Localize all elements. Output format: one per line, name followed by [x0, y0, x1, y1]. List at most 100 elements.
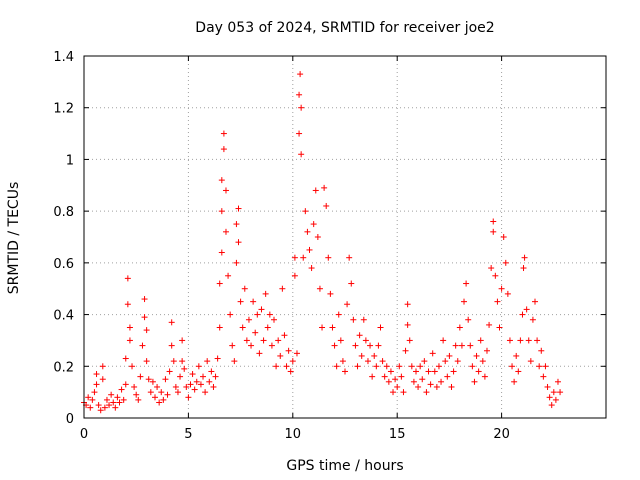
data-point [557, 389, 564, 396]
data-point [517, 337, 524, 344]
data-point [193, 378, 200, 385]
data-point [467, 342, 474, 349]
data-point [93, 381, 100, 388]
data-point [296, 91, 303, 98]
data-point [435, 363, 442, 370]
data-point [164, 391, 171, 398]
data-point [354, 363, 361, 370]
data-point [534, 337, 541, 344]
data-point [446, 352, 453, 359]
data-point [406, 337, 413, 344]
data-point [220, 130, 227, 137]
data-point [529, 316, 536, 323]
data-point [419, 376, 426, 383]
data-point [122, 381, 129, 388]
data-point [329, 324, 336, 331]
data-point [352, 342, 359, 349]
data-point [465, 316, 472, 323]
data-point [235, 205, 242, 212]
data-point [297, 71, 304, 78]
data-point [540, 373, 547, 380]
data-point [450, 368, 457, 375]
data-point [362, 337, 369, 344]
data-point [254, 311, 261, 318]
data-point [147, 389, 154, 396]
data-point [350, 316, 357, 323]
data-point [233, 221, 240, 228]
data-point [483, 347, 490, 354]
data-point [544, 383, 551, 390]
data-point [216, 324, 223, 331]
y-tick-label: 0.8 [53, 205, 74, 220]
data-point [344, 301, 351, 308]
data-point [400, 389, 407, 396]
data-point [454, 358, 461, 365]
data-point [473, 352, 480, 359]
data-point [390, 389, 397, 396]
data-point [106, 402, 113, 409]
data-point [456, 324, 463, 331]
data-point [346, 254, 353, 261]
data-point [222, 187, 229, 194]
data-point [509, 363, 516, 370]
data-point [250, 298, 257, 305]
data-point [166, 368, 173, 375]
x-axis-label: GPS time / hours [286, 458, 403, 474]
data-point [222, 228, 229, 235]
data-point [264, 324, 271, 331]
data-point [513, 352, 520, 359]
data-point [423, 389, 430, 396]
data-point [273, 363, 280, 370]
data-point [308, 265, 315, 272]
data-point [398, 373, 405, 380]
data-point [227, 311, 234, 318]
plot-frame [83, 55, 607, 419]
data-point [410, 378, 417, 385]
data-point [310, 221, 317, 228]
data-point [212, 373, 219, 380]
data-point [488, 265, 495, 272]
data-point [162, 376, 169, 383]
data-point [124, 275, 131, 282]
data-point [502, 259, 509, 266]
data-point [433, 383, 440, 390]
data-point [442, 358, 449, 365]
data-point [258, 306, 265, 313]
data-point [448, 383, 455, 390]
data-point [112, 404, 119, 411]
data-point [552, 396, 559, 403]
data-point [314, 234, 321, 240]
data-point [438, 378, 445, 385]
data-point [532, 298, 539, 305]
data-point [181, 365, 188, 372]
data-point [521, 254, 528, 261]
data-point [496, 324, 503, 331]
data-point [527, 358, 534, 365]
data-point [364, 358, 371, 365]
data-point [381, 373, 388, 380]
data-point [99, 376, 106, 383]
data-point [289, 358, 296, 365]
data-point [520, 265, 527, 272]
data-point [342, 368, 348, 375]
data-point [358, 352, 365, 359]
data-point [323, 202, 330, 209]
data-point [477, 337, 484, 344]
data-point [291, 272, 298, 279]
data-point [444, 373, 451, 380]
data-point [404, 321, 411, 328]
data-point [471, 378, 478, 385]
data-point [412, 368, 419, 375]
data-point [185, 394, 192, 401]
data-point [486, 321, 493, 328]
data-point [304, 228, 311, 235]
data-point [143, 327, 150, 334]
data-point [404, 301, 411, 308]
y-tick-label: 1 [66, 153, 74, 168]
data-point [281, 332, 288, 339]
data-point [168, 342, 175, 349]
data-point [504, 290, 511, 297]
data-point [291, 254, 298, 261]
data-point [306, 246, 313, 253]
